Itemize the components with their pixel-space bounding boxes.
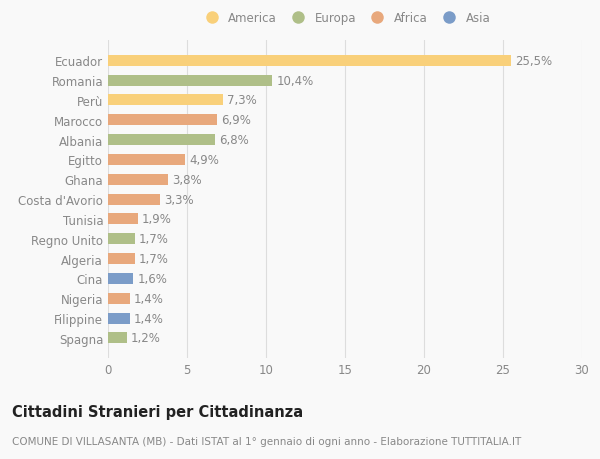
Text: 10,4%: 10,4% [276,74,314,87]
Text: 3,3%: 3,3% [164,193,194,206]
Bar [108,56,511,67]
Text: 1,4%: 1,4% [134,312,164,325]
Text: 1,6%: 1,6% [137,272,167,285]
Bar [108,75,272,86]
Text: 6,8%: 6,8% [220,134,249,147]
Text: 1,2%: 1,2% [131,332,161,345]
Bar [108,115,217,126]
Text: 7,3%: 7,3% [227,94,257,107]
Text: 25,5%: 25,5% [515,55,552,67]
Bar [108,313,130,324]
Bar [108,293,130,304]
Bar [108,135,215,146]
Bar [108,174,168,185]
Bar [108,214,138,225]
Text: Cittadini Stranieri per Cittadinanza: Cittadini Stranieri per Cittadinanza [12,404,303,419]
Text: 1,4%: 1,4% [134,292,164,305]
Bar [108,95,223,106]
Bar [108,234,135,245]
Text: 1,7%: 1,7% [139,233,169,246]
Bar [108,253,135,264]
Text: 1,9%: 1,9% [142,213,172,226]
Bar [108,274,133,284]
Text: 6,9%: 6,9% [221,114,251,127]
Bar [108,194,160,205]
Text: 3,8%: 3,8% [172,174,202,186]
Legend: America, Europa, Africa, Asia: America, Europa, Africa, Asia [200,12,490,25]
Bar [108,333,127,344]
Text: COMUNE DI VILLASANTA (MB) - Dati ISTAT al 1° gennaio di ogni anno - Elaborazione: COMUNE DI VILLASANTA (MB) - Dati ISTAT a… [12,436,521,446]
Text: 4,9%: 4,9% [190,154,219,167]
Bar [108,155,185,166]
Text: 1,7%: 1,7% [139,252,169,265]
